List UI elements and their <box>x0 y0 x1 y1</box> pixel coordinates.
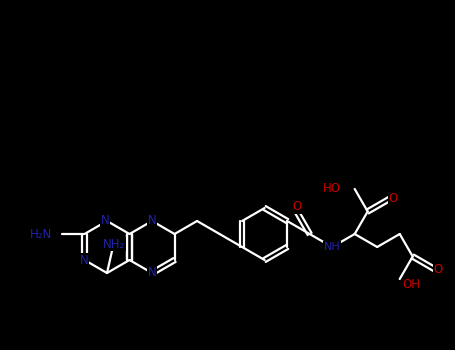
Text: O: O <box>292 200 301 213</box>
Text: N: N <box>148 215 157 228</box>
Text: NH₂: NH₂ <box>103 238 125 251</box>
Text: O: O <box>434 263 443 276</box>
Text: HO: HO <box>323 182 341 195</box>
Text: N: N <box>148 266 157 280</box>
Text: NH: NH <box>324 242 340 252</box>
Text: H₂N: H₂N <box>30 228 52 240</box>
Text: OH: OH <box>403 278 421 290</box>
Text: N: N <box>80 253 89 266</box>
Text: N: N <box>101 215 109 228</box>
Text: O: O <box>389 192 398 205</box>
